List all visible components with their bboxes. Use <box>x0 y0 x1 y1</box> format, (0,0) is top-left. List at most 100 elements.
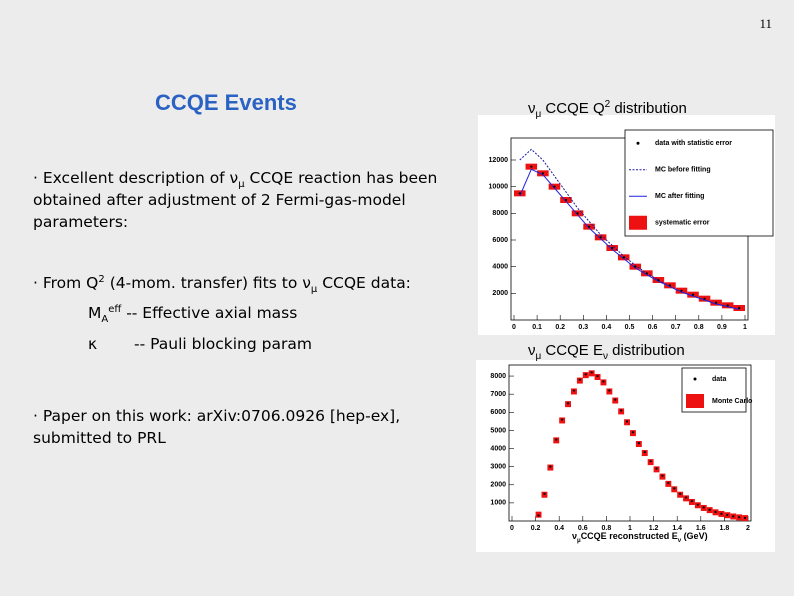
data-point <box>620 409 623 412</box>
text: CCQE data: <box>317 274 411 292</box>
data-point <box>608 389 611 392</box>
x-tick-label: 0.8 <box>694 324 704 331</box>
text: distribution <box>610 100 687 117</box>
data-point <box>679 492 682 495</box>
slide-title: CCQE Events <box>155 90 297 115</box>
subscript: ν <box>602 351 608 362</box>
text: · Paper on this work: arXiv:0706.0926 [h… <box>33 407 401 447</box>
data-point <box>537 514 540 517</box>
data-point <box>720 512 723 515</box>
data-point <box>549 465 552 468</box>
data-point <box>726 513 729 517</box>
data-point <box>726 304 729 307</box>
x-tick-label: 0.2 <box>555 324 565 331</box>
x-tick-label: 0.4 <box>602 324 612 331</box>
superscript: eff <box>108 303 122 315</box>
data-point <box>566 402 570 405</box>
x-tick-label: 0.1 <box>532 324 542 331</box>
data-point <box>661 474 664 477</box>
y-tick-label: 2000 <box>490 482 506 489</box>
data-point <box>631 431 635 434</box>
data-point <box>696 503 699 506</box>
x-tick-label: 0.6 <box>648 324 658 331</box>
subscript: ν <box>677 537 682 544</box>
text: ν <box>528 100 536 117</box>
legend-swatch <box>636 141 640 145</box>
x-tick-label: 0.8 <box>602 525 612 532</box>
subscript: A <box>101 314 109 326</box>
subscript: μ <box>535 109 542 120</box>
data-point <box>708 508 711 511</box>
data-point <box>561 418 564 421</box>
x-tick-label: 2 <box>746 525 750 532</box>
y-tick-label: 7000 <box>490 391 506 398</box>
data-point <box>634 265 637 268</box>
text: distribution <box>607 342 685 359</box>
bullet: · Paper on this work: arXiv:0706.0926 [h… <box>33 405 433 449</box>
data-point <box>590 371 593 374</box>
superscript: 2 <box>604 99 611 110</box>
x-tick-label: 0 <box>510 525 514 532</box>
data-point <box>743 516 747 520</box>
plot-title: νμ CCQE Eν distribution <box>528 342 685 362</box>
data-point <box>578 378 581 381</box>
data-point <box>541 172 544 175</box>
x-tick-label: 0.9 <box>717 324 727 331</box>
data-point <box>732 515 735 518</box>
legend-swatch <box>686 394 704 408</box>
x-tick-label: 0.3 <box>578 324 588 331</box>
parameter: MAeff -- Effective axial mass <box>88 302 297 326</box>
y-tick-label: 10000 <box>489 184 509 191</box>
y-tick-label: 1000 <box>490 500 506 507</box>
parameter: κ -- Pauli blocking param <box>88 333 312 355</box>
x-tick-label: 0 <box>512 324 516 331</box>
data-point <box>649 460 652 463</box>
y-tick-label: 2000 <box>492 290 508 297</box>
bullet: · Excellent description of νμ CCQE react… <box>33 167 478 233</box>
data-point <box>645 272 648 275</box>
y-tick-label: 4000 <box>490 445 506 452</box>
data-point <box>657 278 660 282</box>
data-point <box>596 374 599 378</box>
legend-label: Monte Carlo <box>712 398 752 405</box>
text: · From Q <box>33 274 99 292</box>
x-tick-label: 1.4 <box>672 525 682 532</box>
text: κ <box>88 335 98 353</box>
data-point <box>587 225 591 228</box>
text: (GeV) <box>681 531 708 541</box>
page-number: 11 <box>759 16 772 31</box>
x-tick-label: 1.8 <box>720 525 730 532</box>
data-point <box>684 496 688 499</box>
text: CCQE reconstructed E <box>580 531 678 541</box>
data-point <box>602 380 605 383</box>
y-tick-label: 6000 <box>492 237 508 244</box>
x-tick-label: 0.7 <box>671 324 681 331</box>
x-tick-label: 0.5 <box>625 324 635 331</box>
y-tick-label: 5000 <box>490 427 506 434</box>
x-tick-label: 1 <box>628 525 632 532</box>
x-tick-label: 1.6 <box>696 525 706 532</box>
data-point <box>543 492 546 495</box>
data-point <box>680 289 683 292</box>
superscript: 2 <box>98 273 105 285</box>
data-point <box>564 198 568 202</box>
text: · Excellent description of ν <box>33 169 239 187</box>
data-point <box>715 301 718 304</box>
data-point <box>637 441 640 445</box>
data-point <box>599 236 602 239</box>
data-point <box>614 398 617 401</box>
data-point <box>572 389 576 392</box>
x-axis-label: νμCCQE reconstructed Eν (GeV) <box>572 531 708 544</box>
x-tick-label: 0.4 <box>554 525 564 532</box>
data-point <box>714 510 717 514</box>
bullet: · From Q2 (4-mom. transfer) fits to νμ C… <box>33 272 478 295</box>
y-tick-label: 3000 <box>490 463 506 470</box>
mc-line <box>519 148 740 310</box>
legend-label: MC before fitting <box>655 167 711 174</box>
legend-swatch <box>693 377 697 381</box>
legend-label: systematic error <box>655 220 710 227</box>
text: CCQE reaction has been obtained after ad… <box>33 169 438 231</box>
data-point <box>584 373 587 376</box>
